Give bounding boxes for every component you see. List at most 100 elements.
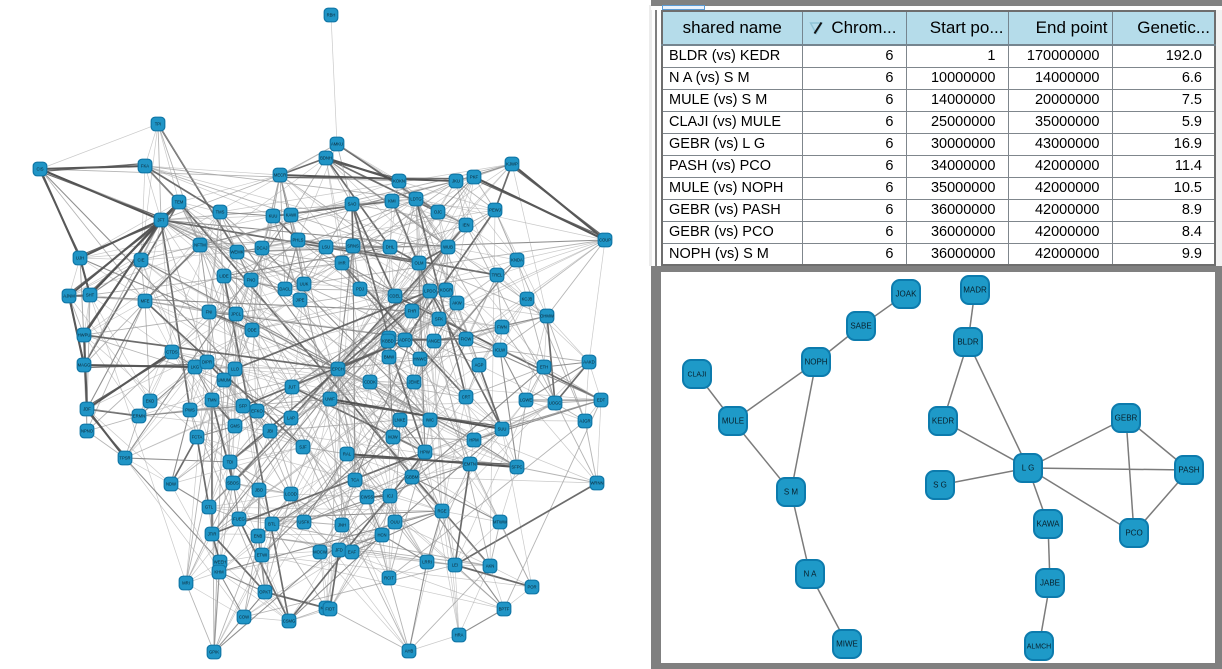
svg-text:OLM: OLM [414,261,424,266]
svg-text:SFPC: SFPC [511,465,522,470]
svg-text:AGP: AGP [475,363,484,368]
svg-text:FWN: FWN [497,325,507,330]
svg-text:KAWI: KAWI [286,213,297,218]
svg-text:JBI: JBI [267,429,273,434]
svg-text:FNI: FNI [206,310,213,315]
svg-text:JEME: JEME [408,380,419,385]
svg-text:EKD: EKD [146,399,155,404]
svg-text:NOPH: NOPH [804,358,827,367]
svg-text:FKA: FKA [141,164,149,169]
svg-text:PKF: PKF [470,175,479,180]
svg-text:IHR: IHR [338,261,345,266]
svg-text:AMKU: AMKU [331,142,343,147]
svg-text:ICJ: ICJ [387,494,393,499]
svg-text:TREL: TREL [492,273,503,278]
svg-text:L G: L G [1022,464,1035,473]
svg-text:LEI: LEI [452,563,458,568]
svg-text:SRNS: SRNS [347,244,359,249]
svg-text:CWSS: CWSS [361,495,374,500]
svg-text:SUU: SUU [498,427,507,432]
svg-text:LCOD: LCOD [285,492,297,497]
svg-text:WEEH: WEEH [214,560,227,565]
svg-text:NPNO: NPNO [81,429,94,434]
svg-text:SJF: SJF [299,445,307,450]
svg-text:FUEG: FUEG [233,517,245,522]
svg-text:SFK: SFK [435,317,443,322]
svg-text:EFKO: EFKO [251,409,263,414]
svg-text:KJWP: KJWP [506,162,518,167]
svg-text:JUT: JUT [288,385,296,390]
svg-text:PASH: PASH [1178,466,1199,475]
svg-text:COUP: COUP [599,238,611,243]
svg-text:N A: N A [804,570,818,579]
svg-text:ETH: ETH [540,365,548,370]
svg-text:IEN: IEN [463,223,470,228]
svg-text:HCN: HCN [377,533,386,538]
svg-text:TPI: TPI [155,122,162,127]
svg-text:S G: S G [933,481,947,490]
svg-text:JTIR: JTIR [208,532,217,537]
svg-text:KHM: KHM [214,570,224,575]
svg-text:HPM: HPM [469,438,479,443]
svg-text:MECR: MECR [274,173,286,178]
svg-text:UJH: UJH [76,256,84,261]
svg-text:TMN: TMN [207,398,216,403]
svg-text:BLDR: BLDR [957,338,979,347]
svg-text:UMUM: UMUM [217,378,231,383]
svg-text:USFK: USFK [298,520,309,525]
svg-text:KAWA: KAWA [1037,520,1061,529]
svg-text:RCIT: RCIT [384,576,394,581]
svg-text:OHMW: OHMW [540,314,554,319]
svg-text:ENB: ENB [254,534,263,539]
svg-text:CSMG: CSMG [283,619,296,624]
svg-text:JBO: JBO [255,488,264,493]
svg-text:NDW: NDW [166,482,176,487]
svg-text:BMW: BMW [384,355,394,360]
svg-text:LNKE: LNKE [395,418,406,423]
svg-text:BPTF: BPTF [499,607,510,612]
svg-text:PCO: PCO [1125,529,1142,538]
svg-text:OJC: OJC [434,210,442,215]
svg-text:FCTA: FCTA [192,435,203,440]
svg-text:KOGR: KOGR [440,288,452,293]
svg-text:HNWC: HNWC [413,357,426,362]
svg-text:ALMCH: ALMCH [1027,644,1052,651]
svg-text:TEM: TEM [175,200,184,205]
svg-text:HPW: HPW [420,450,430,455]
svg-text:PEWJ: PEWJ [489,208,501,213]
svg-text:JIPE: JIPE [296,298,305,303]
svg-text:SABE: SABE [850,322,871,331]
svg-text:MULE: MULE [722,417,744,426]
svg-text:AJNM: AJNM [63,294,75,299]
svg-text:LPDO: LPDO [424,289,436,294]
svg-text:EAF: EAF [348,550,357,555]
svg-text:MOCW: MOCW [313,550,327,555]
svg-text:JFT: JFT [157,218,165,223]
svg-text:UUK: UUK [300,282,309,287]
svg-text:RGE: RGE [437,509,446,514]
svg-text:JDF: JDF [83,407,91,412]
svg-text:IWC: IWC [426,418,434,423]
svg-text:DACL: DACL [279,287,291,292]
svg-text:JKU: JKU [452,179,460,184]
svg-text:CRT: CRT [462,395,471,400]
svg-text:HRA: HRA [455,633,464,638]
svg-text:TCA: TCA [351,478,360,483]
svg-text:JFD: JFD [335,548,343,553]
svg-text:S M: S M [784,488,799,497]
svg-text:KMI: KMI [388,199,395,204]
svg-text:AJGR: AJGR [579,419,590,424]
svg-text:CTDS: CTDS [166,350,178,355]
svg-text:GMS: GMS [230,424,240,429]
svg-text:KOKN: KOKN [393,179,405,184]
svg-text:COW: COW [239,615,249,620]
svg-text:CDEL: CDEL [389,294,401,299]
svg-text:LIDE: LIDE [219,274,229,279]
svg-text:SFP: SFP [239,404,247,409]
svg-text:MRI: MRI [182,581,190,586]
svg-text:MIWE: MIWE [836,640,858,649]
svg-text:LGWE: LGWE [520,398,533,403]
svg-text:JOAK: JOAK [896,290,918,299]
svg-text:NFTM: NFTM [194,243,206,248]
svg-text:HWPU: HWPU [78,333,91,338]
